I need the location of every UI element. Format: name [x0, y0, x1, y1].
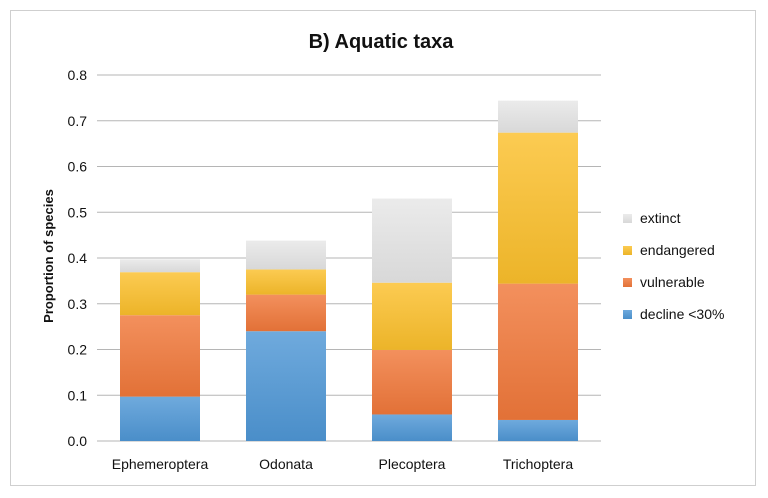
- x-tick-label: Odonata: [259, 456, 313, 472]
- y-tick-label: 0.6: [68, 159, 88, 175]
- y-axis-label: Proportion of species: [41, 189, 56, 323]
- bar-plecoptera-endangered: [372, 282, 452, 350]
- x-tick-label: Plecoptera: [379, 456, 446, 472]
- bar-trichoptera-endangered: [498, 132, 578, 284]
- legend-label-vulnerable: vulnerable: [640, 274, 705, 290]
- bar-trichoptera-extinct: [498, 100, 578, 133]
- stacked-bar-chart: B) Aquatic taxa Proportion of species 0.…: [41, 31, 724, 472]
- x-tick-label: Trichoptera: [503, 456, 574, 472]
- legend-swatch-endangered: [623, 246, 632, 255]
- legend-swatch-decline-30: [623, 310, 632, 319]
- y-tick-label: 0.0: [68, 433, 88, 449]
- bar-odonata-extinct: [246, 240, 326, 270]
- y-tick-label: 0.5: [68, 204, 88, 220]
- x-axis-ticks: Ephemeroptera Odonata Plecoptera Trichopter…: [112, 456, 574, 472]
- bar-odonata-vulnerable: [246, 294, 326, 332]
- bar-trichoptera-decline-30: [498, 419, 578, 441]
- y-tick-label: 0.3: [68, 296, 88, 312]
- chart-title: B) Aquatic taxa: [309, 31, 455, 53]
- legend-swatch-vulnerable: [623, 278, 632, 287]
- y-tick-label: 0.4: [68, 250, 88, 266]
- y-axis-ticks: 0.0 0.1 0.2 0.3 0.4 0.5 0.6 0.7 0.8: [68, 67, 88, 449]
- bar-plecoptera-extinct: [372, 198, 452, 283]
- bar-ephemeroptera-extinct: [120, 259, 200, 273]
- bar-plecoptera-decline-30: [372, 414, 452, 441]
- y-tick-label: 0.8: [68, 67, 88, 83]
- legend-label-extinct: extinct: [640, 210, 681, 226]
- bar-trichoptera-vulnerable: [498, 283, 578, 420]
- bar-odonata-decline-30: [246, 331, 326, 441]
- chart-frame: B) Aquatic taxa Proportion of species 0.…: [10, 10, 756, 486]
- y-tick-label: 0.7: [68, 113, 88, 129]
- bar-plecoptera-vulnerable: [372, 349, 452, 415]
- bars: [120, 100, 578, 441]
- y-tick-label: 0.1: [68, 387, 88, 403]
- legend-label-endangered: endangered: [640, 242, 715, 258]
- bar-ephemeroptera-endangered: [120, 272, 200, 316]
- y-tick-label: 0.2: [68, 342, 88, 358]
- x-tick-label: Ephemeroptera: [112, 456, 209, 472]
- bar-ephemeroptera-vulnerable: [120, 315, 200, 397]
- bar-ephemeroptera-decline-30: [120, 396, 200, 441]
- legend: extinct endangered vulnerable decline <30%: [623, 210, 724, 322]
- legend-swatch-extinct: [623, 214, 632, 223]
- legend-label-decline-30: decline <30%: [640, 306, 724, 322]
- bar-odonata-endangered: [246, 269, 326, 295]
